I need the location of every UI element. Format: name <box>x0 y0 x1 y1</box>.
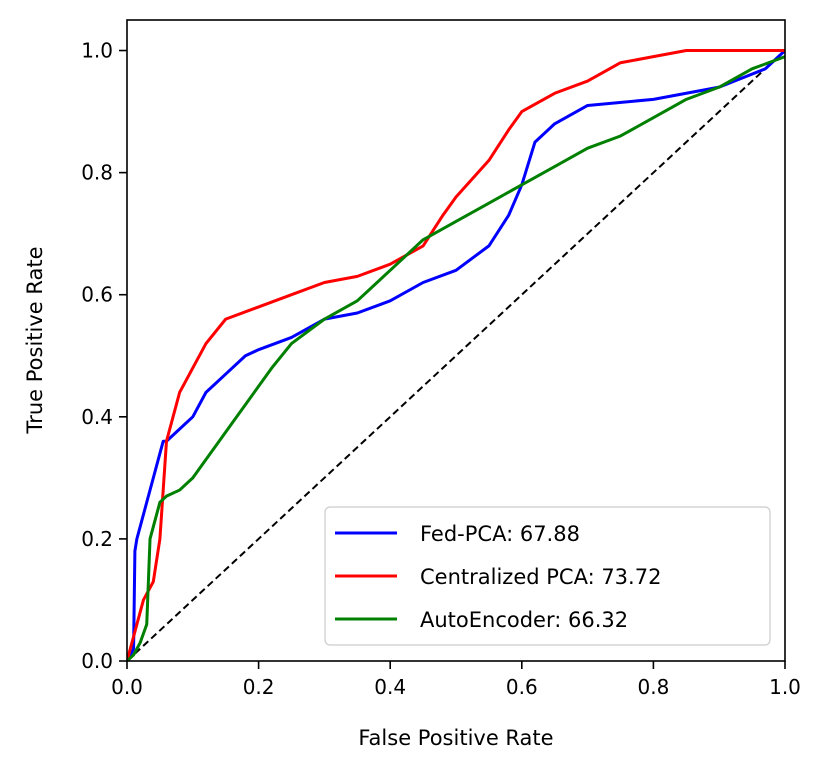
plot-frame <box>126 19 786 662</box>
series-line-autoencoder <box>127 55 785 661</box>
x-tick-label: 0.0 <box>111 675 143 699</box>
x-tick-label: 0.8 <box>637 675 669 699</box>
y-tick-label: 0.2 <box>81 527 113 551</box>
legend-box <box>324 506 771 646</box>
legend-label-fed-pca: Fed-PCA: 67.88 <box>420 522 580 546</box>
x-axis-title: False Positive Rate <box>358 726 553 750</box>
x-tick-label: 0.2 <box>243 675 275 699</box>
x-tick-label: 1.0 <box>769 675 801 699</box>
axis-ticks: 0.0 0.2 0.4 0.6 0.8 1.0 0.0 0.2 0.4 0.6 0.8 1.0 <box>81 39 801 699</box>
y-axis-title: True Positive Rate <box>23 246 47 434</box>
x-tick-label: 0.6 <box>506 675 538 699</box>
y-tick-label: 0.6 <box>81 283 113 307</box>
plot-lines <box>127 49 785 661</box>
y-tick-label: 1.0 <box>81 39 113 63</box>
chance-diagonal-line <box>127 49 785 661</box>
y-tick-label: 0.4 <box>81 405 113 429</box>
legend: Fed-PCA: 67.88 Centralized PCA: 73.72 Au… <box>324 506 771 646</box>
series-line-fed-pca <box>127 49 785 661</box>
legend-label-autoencoder: AutoEncoder: 66.32 <box>420 608 628 632</box>
series-line-centralized-pca <box>127 49 785 661</box>
x-tick-label: 0.4 <box>374 675 406 699</box>
y-tick-label: 0.0 <box>81 649 113 673</box>
y-tick-label: 0.8 <box>81 161 113 185</box>
legend-label-centralized-pca: Centralized PCA: 73.72 <box>420 565 661 589</box>
